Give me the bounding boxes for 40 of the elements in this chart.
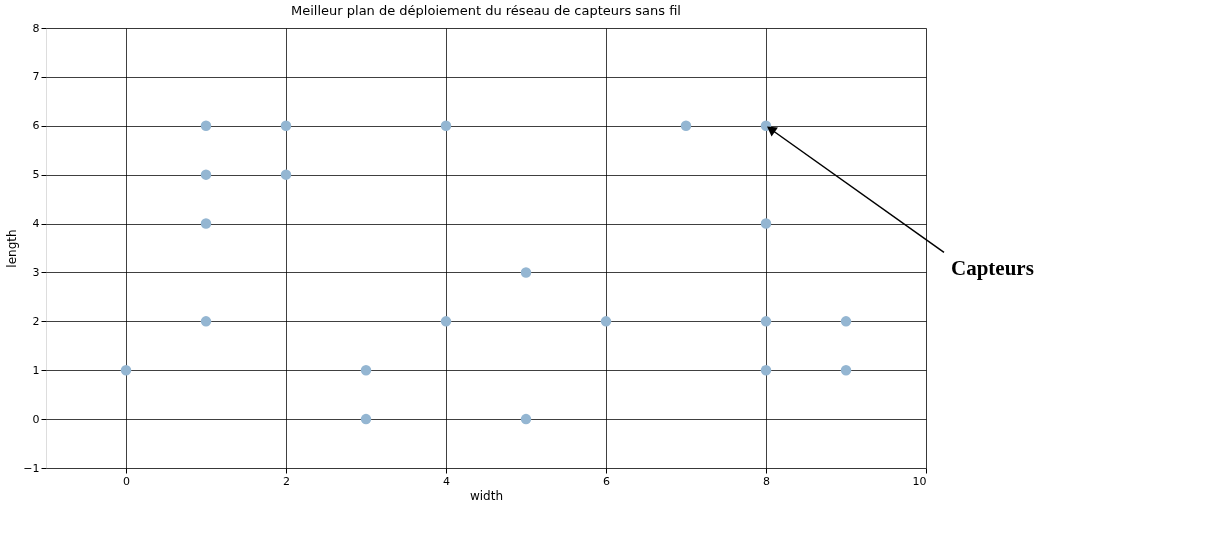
point: [760, 364, 772, 376]
x-tick-label: 0: [123, 474, 130, 488]
x-axis-title: width: [469, 488, 504, 503]
y-tick-label: 7: [32, 70, 40, 84]
point: [840, 316, 852, 327]
point: [840, 364, 852, 376]
y-tick-label: 0: [32, 412, 40, 426]
point: [680, 120, 692, 132]
point: [200, 316, 212, 327]
point: [200, 218, 212, 229]
point: [600, 316, 612, 327]
point: [200, 120, 212, 132]
x-tick-label: 4: [443, 474, 450, 488]
y-tick-label: 2: [32, 314, 40, 328]
chart-title: Meilleur plan de déploiement du réseau de capteurs sans fil: [291, 3, 681, 18]
x-tick-label: 8: [763, 474, 770, 488]
annotation: Capteurs: [951, 256, 1034, 281]
point: [280, 120, 292, 132]
point: [360, 364, 372, 376]
point: [200, 169, 212, 180]
point: [120, 364, 132, 376]
point: [760, 218, 772, 229]
y-tick-label: 8: [32, 21, 40, 35]
x-tick-label: 6: [603, 474, 610, 488]
point: [760, 316, 772, 327]
x-tick-label: 10: [912, 474, 927, 488]
x-tick-label: 2: [283, 474, 290, 488]
point: [360, 413, 372, 425]
point: [520, 413, 532, 425]
y-tick-label: 3: [32, 265, 40, 279]
y-axis-title: length: [5, 229, 20, 268]
y-tick-label: 4: [32, 217, 40, 231]
y-tick-label: 1: [32, 363, 40, 377]
y-tick-label: −1: [23, 461, 40, 475]
point: [440, 316, 452, 327]
y-tick-label: 5: [32, 168, 40, 182]
point: [520, 267, 532, 278]
point: [440, 120, 452, 132]
y-tick-label: 6: [32, 119, 40, 133]
point: [280, 169, 292, 180]
